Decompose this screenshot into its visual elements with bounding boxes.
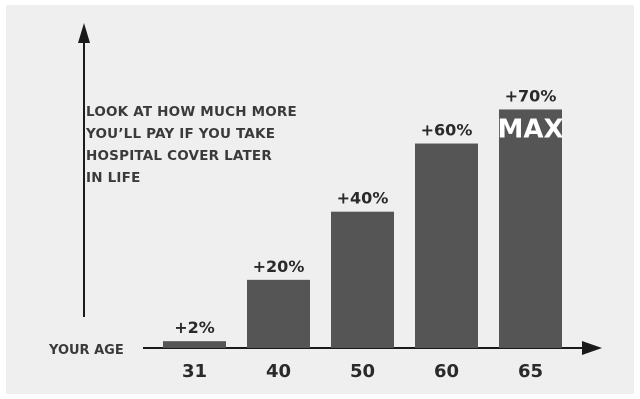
data-label: +20% bbox=[253, 257, 305, 276]
bar-65 bbox=[499, 109, 562, 349]
annotation-line: IN LIFE bbox=[86, 170, 141, 186]
annotation-note: LOOK AT HOW MUCH MORE YOU’LL PAY IF YOU … bbox=[86, 99, 297, 191]
annotation-line: HOSPITAL COVER LATER bbox=[86, 148, 272, 164]
x-axis-label: YOUR AGE bbox=[48, 343, 124, 358]
y-axis-arrow bbox=[78, 23, 90, 43]
x-tick-label: 31 bbox=[182, 361, 207, 382]
bars bbox=[163, 109, 562, 349]
x-tick-label: 40 bbox=[266, 361, 291, 382]
chart-panel: YOUR AGE +2% +20% +40% +60% +70% MAX 31 40 50 60… bbox=[6, 5, 634, 394]
data-label: +2% bbox=[174, 318, 215, 337]
data-label: +40% bbox=[337, 189, 389, 208]
x-axis-arrow bbox=[582, 341, 602, 355]
data-label: +60% bbox=[421, 121, 473, 140]
bar-chart: YOUR AGE +2% +20% +40% +60% +70% MAX 31 40 50 60… bbox=[48, 23, 602, 382]
x-tick-label: 65 bbox=[518, 361, 543, 382]
bar-annotation: MAX bbox=[497, 114, 563, 144]
data-label: +70% bbox=[505, 86, 557, 105]
bar-60 bbox=[415, 143, 478, 348]
x-tick-labels: 31 40 50 60 65 bbox=[182, 361, 543, 382]
annotation-line: LOOK AT HOW MUCH MORE bbox=[86, 104, 297, 120]
bar-40 bbox=[247, 279, 310, 348]
bar-31 bbox=[163, 341, 226, 348]
data-labels: +2% +20% +40% +60% +70% MAX bbox=[174, 86, 563, 337]
bar-50 bbox=[331, 211, 394, 348]
annotation-line: YOU’LL PAY IF YOU TAKE bbox=[86, 126, 276, 142]
x-tick-label: 60 bbox=[434, 361, 459, 382]
x-tick-label: 50 bbox=[350, 361, 375, 382]
